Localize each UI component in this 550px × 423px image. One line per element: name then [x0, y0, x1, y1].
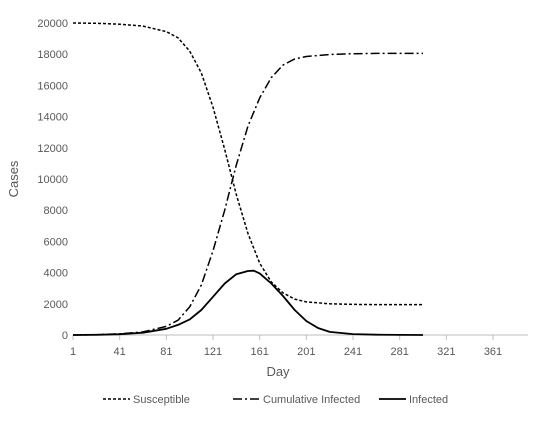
- x-tick-label: 41: [114, 346, 126, 358]
- series-line-3: [72, 269, 424, 336]
- x-tick-label: 201: [297, 346, 315, 358]
- y-tick-label: 0: [62, 330, 68, 342]
- series-lines: [72, 22, 424, 336]
- x-tick-label: 281: [390, 346, 408, 358]
- y-tick-label: 20000: [37, 18, 68, 30]
- x-tick-label: 81: [160, 346, 172, 358]
- y-tick-label: 4000: [44, 268, 68, 280]
- x-tick-label: 321: [437, 346, 455, 358]
- y-tick-label: 12000: [37, 143, 68, 155]
- y-tick-label: 2000: [44, 299, 68, 311]
- series-line-1: [72, 22, 423, 306]
- x-tick-label: 1: [70, 346, 76, 358]
- legend-label: Susceptible: [133, 394, 190, 406]
- x-tick-label: 241: [344, 346, 362, 358]
- y-tick-label: 14000: [37, 112, 68, 124]
- axes: 0 2000 4000 6000 8000 10000 12000 14000 16000 180…: [37, 18, 528, 358]
- x-tick-label: 361: [484, 346, 502, 358]
- y-tick-label: 10000: [37, 174, 68, 186]
- x-axis-title: Day: [266, 364, 290, 379]
- y-tick-label: 8000: [44, 205, 68, 217]
- y-tick-label: 16000: [37, 80, 68, 92]
- y-tick-label: 18000: [37, 49, 68, 61]
- y-axis-title: Cases: [6, 160, 21, 197]
- y-tick-label: 6000: [44, 236, 68, 248]
- x-tick-label: 161: [250, 346, 268, 358]
- x-tick-label: 121: [204, 346, 222, 358]
- legend: Susceptible Cumulative Infected Infected: [103, 394, 448, 406]
- series-line-2: [72, 52, 423, 336]
- legend-label: Infected: [409, 394, 448, 406]
- legend-label: Cumulative Infected: [263, 394, 360, 406]
